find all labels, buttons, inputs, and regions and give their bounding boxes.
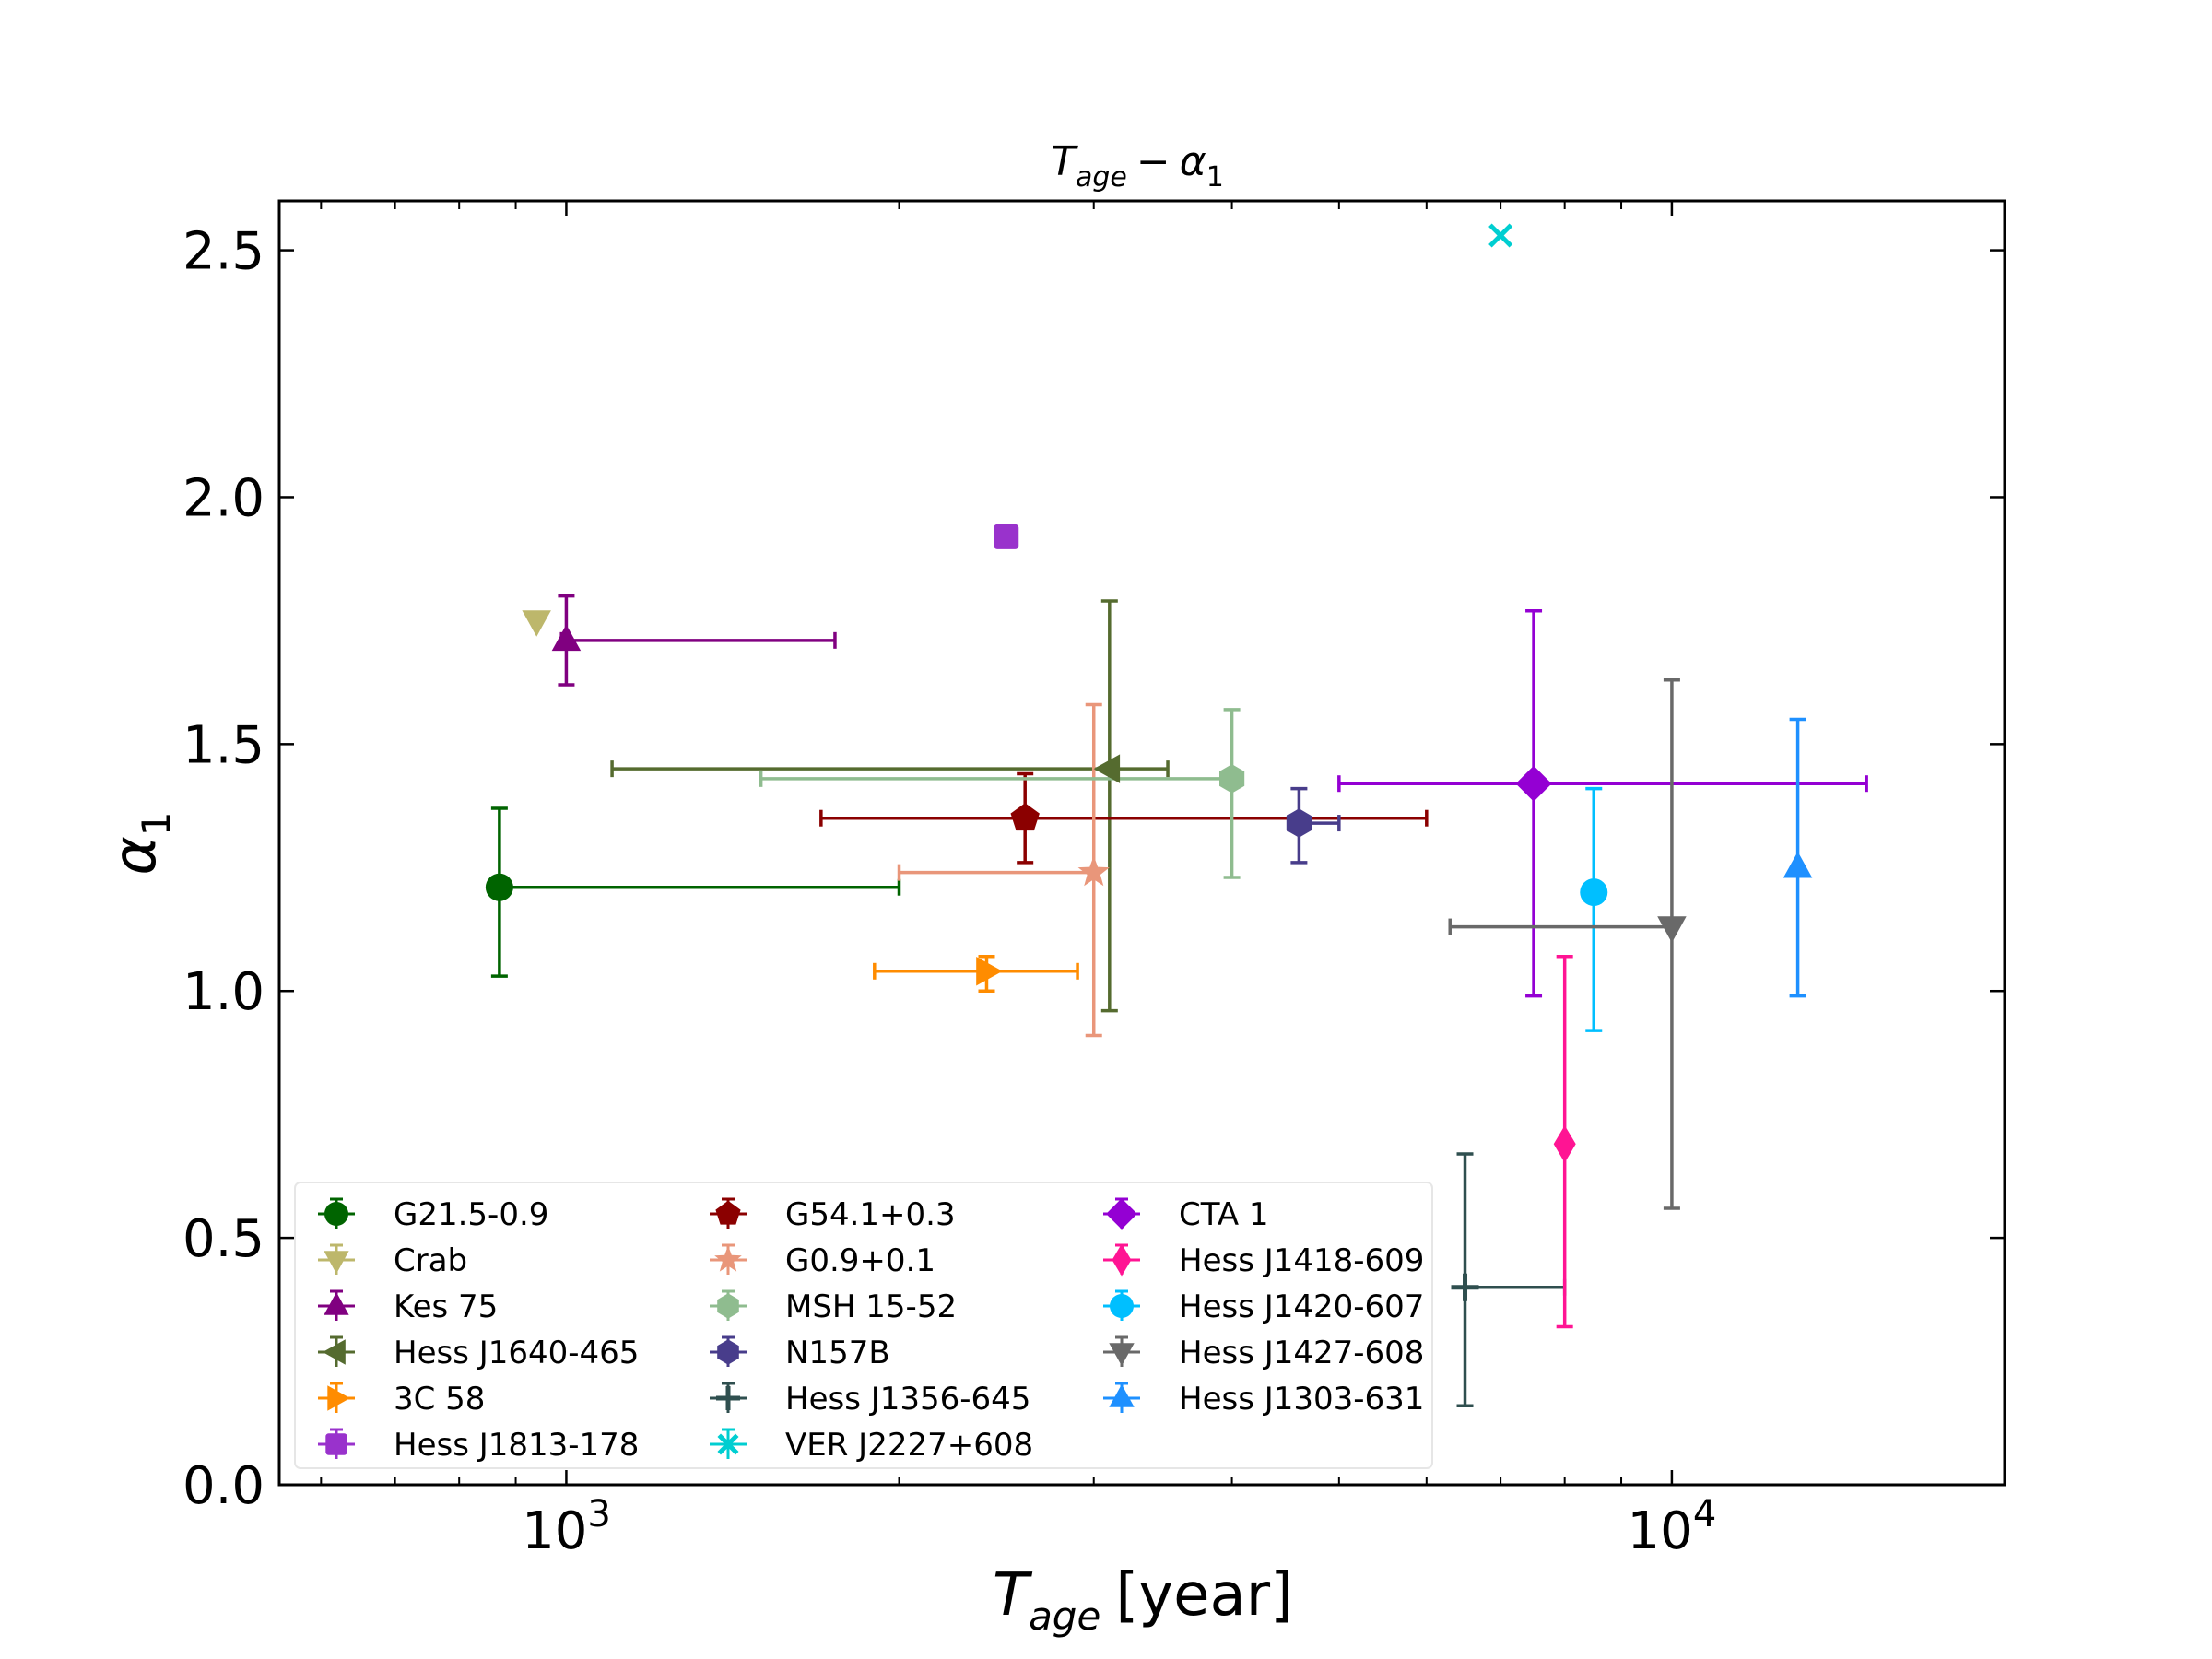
legend-label-hess-j1420-607: Hess J1420-607 <box>1179 1288 1424 1325</box>
x-axis-title: Tage [year] <box>993 1561 1293 1639</box>
legend-item-hess-j1427-608: Hess J1427-608 <box>1103 1335 1424 1371</box>
legend-marker-hess-j1813-178 <box>325 1433 347 1455</box>
data-point-g54-1-0-3 <box>1010 803 1040 831</box>
legend-label-hess-j1427-608: Hess J1427-608 <box>1179 1335 1424 1371</box>
legend-marker-g54-1-0-3 <box>715 1200 741 1225</box>
legend-item-hess-j1640-465: Hess J1640-465 <box>318 1335 639 1371</box>
data-point-crab <box>522 610 551 637</box>
data-point-hess-j1640-465 <box>1093 754 1121 783</box>
legend-item-ver-j2227-608: VER J2227+608 <box>710 1427 1033 1464</box>
legend-item-g0-9-0-1: G0.9+0.1 <box>710 1242 935 1279</box>
y-tick-label-0: 0.0 <box>182 1456 265 1516</box>
legend-marker-crab <box>324 1251 349 1274</box>
legend-item-hess-j1303-631: Hess J1303-631 <box>1103 1381 1424 1418</box>
legend-marker-hess-j1420-607 <box>1110 1294 1134 1318</box>
legend-marker-hess-j1303-631 <box>1109 1384 1135 1407</box>
legend-marker-g21-5-0-9 <box>324 1202 348 1226</box>
legend-label-kes-75: Kes 75 <box>394 1288 498 1325</box>
legend-marker-msh-15-52 <box>717 1293 739 1319</box>
y-tick-label-4: 2.0 <box>182 468 265 528</box>
data-point-hess-j1420-607 <box>1580 878 1608 907</box>
y-tick-label-1: 0.5 <box>182 1209 265 1269</box>
legend-label-hess-j1418-609: Hess J1418-609 <box>1179 1242 1424 1279</box>
data-point-hess-j1303-631 <box>1783 852 1813 878</box>
y-axis-title: α1 <box>101 812 179 876</box>
errorbars-layer <box>490 524 1868 1408</box>
legend-item-hess-j1356-645: Hess J1356-645 <box>710 1381 1030 1418</box>
legend-label-3c-58: 3C 58 <box>394 1381 485 1418</box>
legend-marker-3c-58 <box>327 1385 350 1411</box>
legend-marker-hess-j1356-645 <box>716 1386 740 1410</box>
legend-marker-hess-j1427-608 <box>1109 1343 1135 1366</box>
y-tick-labels: 0.0 0.5 1.0 1.5 2.0 2.5 <box>182 222 265 1516</box>
legend-label-cta-1: CTA 1 <box>1179 1196 1269 1233</box>
legend-item-n157b: N157B <box>710 1335 890 1371</box>
legend-label-g54-1-0-3: G54.1+0.3 <box>785 1196 956 1233</box>
y-tick-label-5: 2.5 <box>182 222 265 282</box>
legend-label-hess-j1303-631: Hess J1303-631 <box>1179 1381 1424 1418</box>
legend-label-n157b: N157B <box>785 1335 890 1371</box>
data-point-3c-58 <box>976 957 1003 986</box>
x-tick-labels: 103 104 <box>522 1493 1716 1561</box>
legend-marker-ver-j2227-608 <box>717 1433 739 1455</box>
y-tick-label-3: 1.5 <box>182 715 265 775</box>
legend-marker-hess-j1640-465 <box>323 1339 346 1365</box>
legend-item-hess-j1418-609: Hess J1418-609 <box>1103 1242 1424 1279</box>
data-point-hess-j1427-608 <box>1657 916 1687 943</box>
legend-item-g21-5-0-9: G21.5-0.9 <box>318 1196 548 1233</box>
legend-item-hess-j1420-607: Hess J1420-607 <box>1103 1288 1424 1325</box>
data-point-hess-j1418-609 <box>1553 1125 1576 1163</box>
markers-layer <box>485 223 1813 1301</box>
data-point-n157b <box>1286 808 1312 838</box>
legend-marker-kes-75 <box>324 1292 349 1315</box>
legend-marker-n157b <box>717 1339 739 1365</box>
legend-marker-hess-j1418-609 <box>1112 1243 1132 1277</box>
data-point-g21-5-0-9 <box>485 873 513 901</box>
legend-item-kes-75: Kes 75 <box>318 1288 498 1325</box>
legend-label-crab: Crab <box>394 1242 467 1279</box>
legend-label-hess-j1356-645: Hess J1356-645 <box>785 1381 1030 1418</box>
data-point-msh-15-52 <box>1219 764 1245 794</box>
x-tick-label-1: 104 <box>1628 1493 1717 1561</box>
legend-item-crab: Crab <box>318 1242 467 1279</box>
legend-label-hess-j1640-465: Hess J1640-465 <box>394 1335 639 1371</box>
legend-item-cta-1: CTA 1 <box>1103 1196 1269 1233</box>
data-point-g0-9-0-1 <box>1077 855 1110 887</box>
data-point-ver-j2227-608 <box>1488 223 1513 248</box>
legend-label-msh-15-52: MSH 15-52 <box>785 1288 957 1325</box>
y-tick-label-2: 1.0 <box>182 962 265 1022</box>
legend-label-g0-9-0-1: G0.9+0.1 <box>785 1242 935 1279</box>
legend-label-hess-j1813-178: Hess J1813-178 <box>394 1427 639 1464</box>
data-point-hess-j1356-645 <box>1451 1273 1479 1301</box>
data-point-cta-1 <box>1515 765 1552 802</box>
legend-box <box>294 1182 1433 1469</box>
legend-marker-cta-1 <box>1106 1198 1137 1230</box>
data-point-kes-75 <box>551 624 582 652</box>
data-point-hess-j1813-178 <box>994 524 1019 549</box>
legend-label-ver-j2227-608: VER J2227+608 <box>785 1427 1033 1464</box>
legend-item-hess-j1813-178: Hess J1813-178 <box>318 1427 639 1464</box>
legend-item-msh-15-52: MSH 15-52 <box>710 1288 957 1325</box>
legend: G21.5-0.9 Crab Kes 75 Hess J1640-465 3C 58 He… <box>294 1182 1433 1469</box>
legend-label-g21-5-0-9: G21.5-0.9 <box>394 1196 548 1233</box>
chart-title: Tage − α1 <box>1051 138 1224 194</box>
legend-marker-g0-9-0-1 <box>714 1245 742 1272</box>
plot-frame <box>277 199 2006 1487</box>
x-tick-label-0: 103 <box>522 1493 611 1561</box>
legend-item-g54-1-0-3: G54.1+0.3 <box>710 1196 956 1233</box>
legend-item-3c-58: 3C 58 <box>318 1381 485 1418</box>
